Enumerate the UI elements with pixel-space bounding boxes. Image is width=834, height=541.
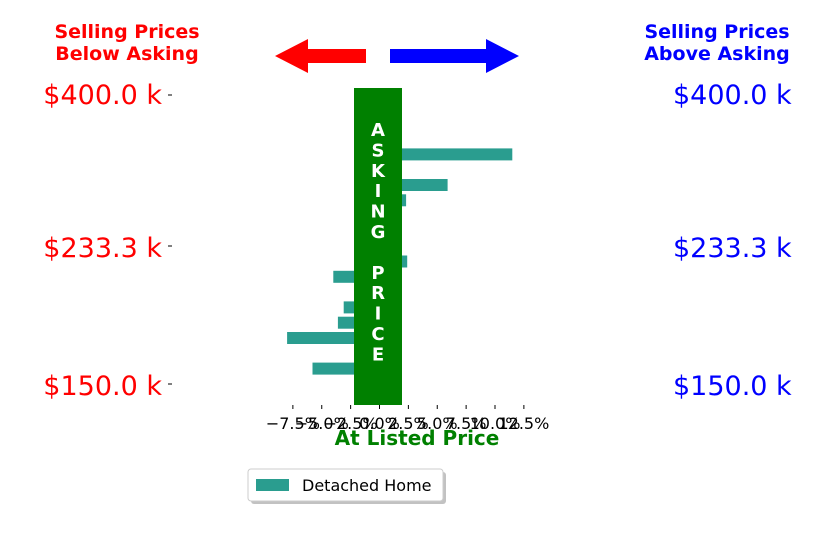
x-tick-label: −5.0%	[295, 414, 349, 433]
x-tick-label: 12.5%	[498, 414, 549, 433]
below-asking-title-line2: Below Asking	[55, 43, 198, 65]
legend-swatch-detached-home	[256, 479, 289, 491]
y-tick-label-right-top: $400.0 k	[673, 80, 792, 111]
asking-price-letter: P	[371, 263, 384, 284]
asking-price-letter: I	[375, 181, 382, 202]
legend-label-detached-home: Detached Home	[302, 476, 432, 495]
x-tick-label: 2.5%	[388, 414, 429, 433]
asking-price-letter: A	[371, 120, 385, 141]
x-tick-label: 10.0%	[470, 414, 521, 433]
y-tick-label-right-mid: $233.3 k	[673, 233, 792, 264]
asking-price-letter: K	[371, 161, 386, 182]
x-tick-label: −2.5%	[324, 414, 378, 433]
legend: Detached Home	[247, 468, 446, 504]
y-tick-label-left-top: $400.0 k	[43, 80, 162, 111]
asking-price-letter: R	[371, 283, 385, 304]
x-tick-label: −7.5%	[266, 414, 320, 433]
below-asking-title-line1: Selling Prices	[54, 21, 199, 43]
above-asking-title-line1: Selling Prices	[644, 21, 789, 43]
right-arrow-icon	[390, 39, 519, 73]
asking-price-letter: N	[370, 202, 385, 223]
x-axis-label: At Listed Price	[335, 426, 500, 450]
y-tick-label-left-mid: $233.3 k	[43, 233, 162, 264]
left-arrow-icon	[275, 39, 366, 73]
x-tick-label: 0.0%	[359, 414, 400, 433]
x-tick-label: 5.0%	[417, 414, 458, 433]
asking-price-letter: S	[372, 140, 385, 161]
asking-price-letter: E	[372, 344, 384, 365]
asking-price-band	[354, 88, 402, 405]
asking-price-letter: I	[375, 304, 382, 325]
x-axis-ticks: −7.5%−5.0%−2.5%0.0%2.5%5.0%7.5%10.0%12.5…	[266, 405, 549, 433]
legend-box	[247, 468, 444, 502]
asking-price-letter: C	[371, 324, 384, 345]
y-tick-label-left-bottom: $150.0 k	[43, 371, 162, 402]
above-asking-title-line2: Above Asking	[644, 43, 790, 65]
asking-price-letter: G	[371, 222, 386, 243]
x-tick-label: 7.5%	[446, 414, 487, 433]
y-tick-label-right-bottom: $150.0 k	[673, 371, 792, 402]
bar	[379, 148, 513, 161]
